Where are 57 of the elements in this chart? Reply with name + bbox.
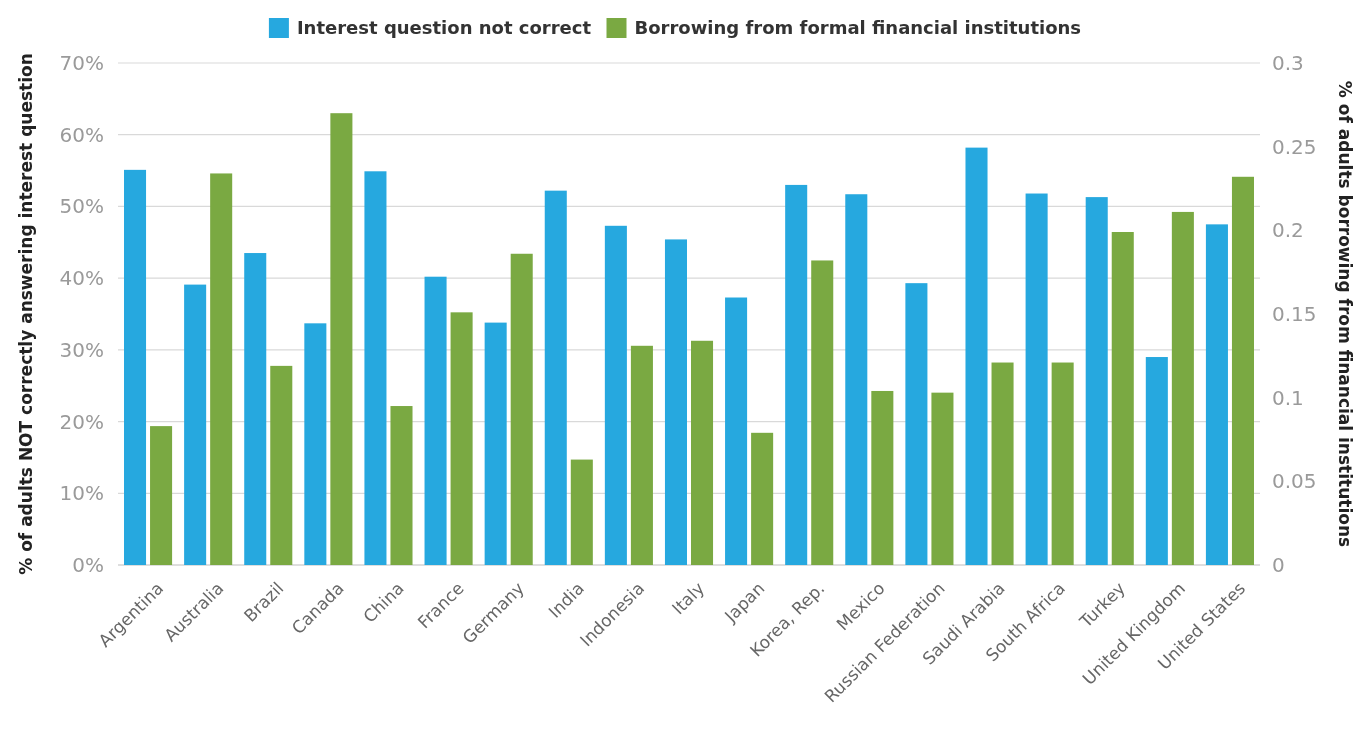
bar	[364, 171, 387, 565]
y-axis-title: % of adults NOT correctly answering interest question	[16, 53, 36, 575]
y2-tick-label: 0	[1272, 553, 1285, 577]
bar	[330, 113, 353, 565]
bar	[931, 392, 954, 565]
bar	[570, 459, 593, 565]
bar	[1145, 357, 1168, 565]
bar	[1085, 197, 1108, 565]
bar	[751, 432, 774, 565]
legend-label: Interest question not correct	[296, 17, 592, 39]
bar	[604, 225, 627, 565]
bar	[871, 390, 894, 565]
y-tick-label: 20%	[59, 409, 104, 434]
y2-tick-label: 0.3	[1272, 51, 1304, 75]
bar	[725, 297, 748, 565]
y-tick-label: 10%	[59, 481, 104, 506]
bar	[484, 322, 507, 565]
y-tick-label: 50%	[59, 194, 104, 219]
bar	[905, 283, 928, 565]
bar	[510, 253, 533, 565]
bar	[1111, 232, 1134, 565]
y2-tick-label: 0.2	[1272, 218, 1304, 243]
legend-label: Borrowing from formal financial institutions	[634, 17, 1082, 39]
bar	[270, 365, 293, 565]
bar	[210, 173, 233, 565]
y-tick-label: 40%	[59, 266, 104, 291]
bar	[965, 147, 988, 565]
y2-tick-label: 0.25	[1272, 134, 1317, 159]
y-tick-label: 0%	[72, 553, 104, 577]
bar	[991, 362, 1014, 565]
y2-axis-title: % of adults borrowing from financial institutions	[1335, 80, 1355, 548]
bar	[664, 239, 687, 565]
bar	[1171, 211, 1194, 565]
bar	[630, 345, 653, 565]
y-tick-label: 60%	[59, 122, 104, 147]
bar	[304, 323, 327, 565]
y2-tick-label: 0.15	[1272, 302, 1317, 326]
y-tick-label: 30%	[59, 337, 104, 362]
bar	[124, 169, 147, 565]
bar	[1025, 193, 1048, 565]
bar	[1231, 176, 1254, 565]
bar	[424, 276, 447, 565]
bar	[1205, 224, 1228, 565]
bar	[691, 340, 714, 565]
bar	[544, 190, 567, 565]
y2-tick-label: 0.1	[1272, 385, 1304, 410]
y-tick-label: 70%	[59, 51, 104, 75]
bar	[1051, 362, 1074, 565]
bar	[845, 194, 868, 565]
bar	[450, 312, 473, 565]
bar	[785, 184, 808, 565]
bar	[244, 253, 267, 565]
bar	[390, 406, 413, 565]
y2-tick-label: 0.05	[1272, 469, 1317, 494]
bar	[811, 260, 834, 565]
bar	[184, 284, 207, 565]
bar	[150, 426, 173, 565]
